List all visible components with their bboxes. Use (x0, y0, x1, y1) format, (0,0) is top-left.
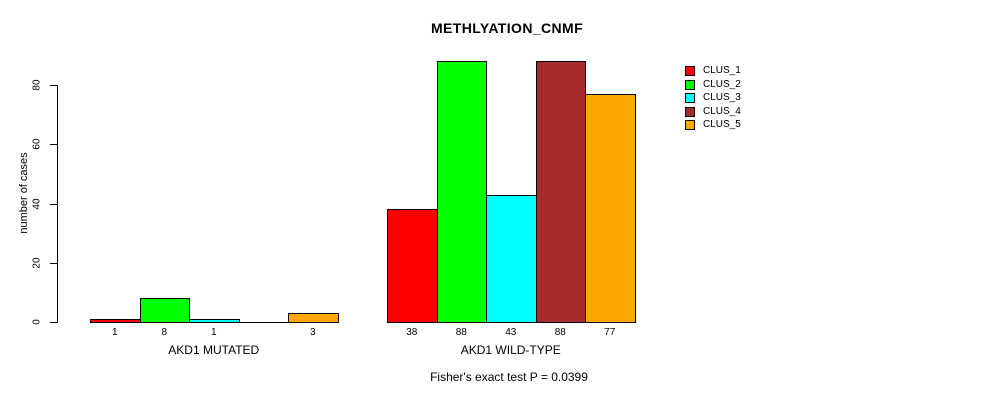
y-axis-tick (50, 144, 58, 146)
bar-value-label-akd1-wild-type-clus_4: 88 (554, 327, 566, 338)
legend-swatch-clus_2 (685, 79, 695, 90)
group-label-akd1-wild-type: AKD1 WILD-TYPE (460, 343, 561, 357)
y-axis-tick-label: 80 (31, 79, 43, 91)
legend-label-clus_3: CLUS_3 (703, 92, 741, 103)
legend-swatch-clus_3 (685, 93, 695, 103)
y-axis-tick-label: 20 (31, 257, 43, 269)
bar-akd1-mutated-clus_5 (288, 313, 339, 323)
legend-label-clus_4: CLUS_4 (703, 105, 741, 117)
bar-akd1-wild-type-clus_2 (436, 61, 487, 323)
y-axis-tick-label: 40 (31, 197, 43, 210)
bar-akd1-wild-type-clus_1 (387, 209, 438, 323)
y-axis-tick (50, 262, 58, 264)
bar-value-label-akd1-mutated-clus_3: 1 (210, 327, 217, 338)
bar-value-label-akd1-wild-type-clus_1: 38 (406, 327, 418, 338)
bar-akd1-wild-type-clus_4 (535, 61, 586, 323)
bar-value-label-akd1-wild-type-clus_2: 88 (455, 327, 467, 338)
legend-swatch-clus_4 (685, 106, 695, 117)
legend-label-clus_1: CLUS_1 (703, 65, 741, 76)
y-axis-tick (50, 85, 58, 86)
bar-value-label-akd1-wild-type-clus_5: 77 (604, 327, 616, 338)
y-axis-tick-label: 60 (31, 138, 43, 150)
chart-subtitle: Fisher's exact test P = 0.0399 (430, 370, 588, 384)
bar-value-label-akd1-wild-type-clus_3: 43 (505, 327, 517, 338)
bar-value-label-akd1-mutated-clus_5: 3 (309, 327, 316, 338)
bar-value-label-akd1-mutated-clus_1: 1 (111, 327, 118, 338)
bar-akd1-mutated-clus_1 (90, 319, 141, 323)
y-axis-tick (50, 203, 58, 205)
legend-swatch-clus_1 (685, 66, 695, 76)
bar-akd1-wild-type-clus_3 (486, 194, 537, 323)
legend-label-clus_2: CLUS_2 (703, 78, 741, 90)
y-axis-tick (50, 322, 58, 323)
y-axis-label: number of cases (18, 152, 30, 234)
legend-label-clus_5: CLUS_5 (703, 119, 741, 130)
chart-title: METHLYATION_CNMF (430, 20, 584, 36)
y-axis-tick-label: 0 (31, 319, 43, 325)
bar-akd1-mutated-clus_3 (189, 319, 240, 323)
bar-value-label-akd1-mutated-clus_2: 8 (161, 327, 168, 338)
group-label-akd1-mutated: AKD1 MUTATED (168, 343, 260, 357)
legend-swatch-clus_5 (685, 120, 695, 130)
bar-akd1-mutated-clus_2 (139, 298, 190, 323)
bar-akd1-wild-type-clus_5 (585, 93, 636, 323)
